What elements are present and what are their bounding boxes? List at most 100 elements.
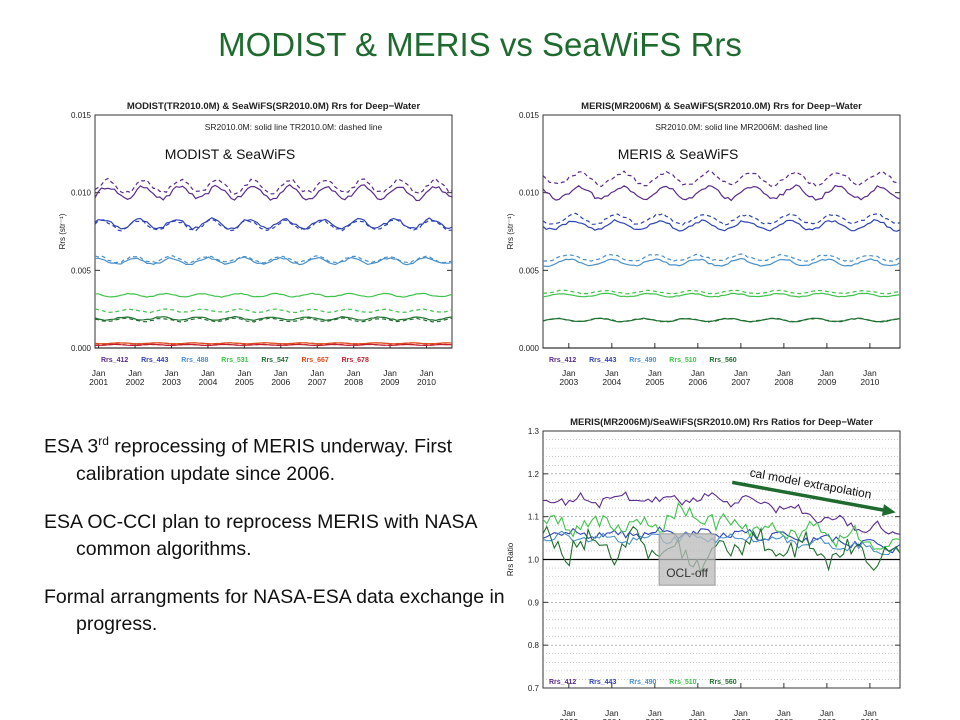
y-tick-label: 1.3 bbox=[528, 427, 540, 436]
series-line-rrs-510-dashed bbox=[542, 289, 901, 295]
legend-entry: Rrs_488 bbox=[181, 357, 208, 364]
x-tick-label: 2004 bbox=[602, 377, 621, 387]
modist-rrs-chart: MODIST(TR2010.0M) & SeaWiFS(SR2010.0M) R… bbox=[58, 101, 453, 387]
x-tick-label: 2005 bbox=[645, 377, 664, 387]
series-line-rrs-443-solid bbox=[94, 217, 453, 231]
series-line-rrs-490-solid bbox=[542, 257, 901, 268]
meris-rrs-chart: MERIS(MR2006M) & SeaWiFS(SR2010.0M) Rrs … bbox=[506, 101, 901, 387]
x-tick-label: 2010 bbox=[860, 377, 879, 387]
series-line-rrs-510 bbox=[542, 502, 901, 550]
y-tick-label: 0.010 bbox=[71, 189, 92, 198]
legend-entry: Rrs_547 bbox=[261, 357, 288, 364]
x-tick-label: 2006 bbox=[688, 717, 707, 720]
series-line-rrs-412-dashed bbox=[542, 170, 901, 188]
chart-subtitle: SR2010.0M: solid line TR2010.0M: dashed … bbox=[205, 122, 383, 132]
series-line-rrs-412-dashed bbox=[94, 177, 453, 195]
bullet-item: ESA OC-CCI plan to reprocess MERIS with … bbox=[44, 509, 514, 563]
x-tick-label: 2001 bbox=[89, 377, 108, 387]
x-tick-label: Jan bbox=[605, 708, 619, 718]
x-tick-label: Jan bbox=[562, 708, 576, 718]
x-tick-label: Jan bbox=[734, 708, 748, 718]
x-tick-label: 2002 bbox=[126, 377, 145, 387]
legend-entry: Rrs_667 bbox=[302, 357, 329, 364]
bullet-text: Formal arrangments for NASA-ESA data exc… bbox=[44, 585, 505, 635]
x-tick-label: Jan bbox=[201, 368, 215, 378]
x-tick-label: 2009 bbox=[817, 717, 836, 720]
chart-subtitle: SR2010.0M: solid line MR2006M: dashed li… bbox=[655, 122, 828, 132]
ratio-chart: MERIS(MR2006M)/SeaWiFS(SR2010.0M) Rrs Ra… bbox=[506, 417, 901, 720]
x-tick-label: Jan bbox=[820, 368, 834, 378]
x-tick-label: Jan bbox=[777, 368, 791, 378]
ocl-off-box bbox=[658, 533, 716, 586]
x-tick-label: Jan bbox=[237, 368, 251, 378]
legend-entry: Rrs_510 bbox=[669, 357, 696, 364]
legend-entry: Rrs_443 bbox=[589, 679, 616, 686]
legend-entry: Rrs_510 bbox=[669, 679, 696, 686]
bullet-list: ESA 3rd reprocessing of MERIS underway. … bbox=[44, 428, 514, 659]
legend-entry: Rrs_443 bbox=[141, 357, 168, 364]
y-tick-label: 0.8 bbox=[528, 641, 540, 650]
x-tick-label: 2007 bbox=[308, 377, 327, 387]
legend-entry: Rrs_412 bbox=[549, 357, 576, 364]
x-tick-label: 2009 bbox=[381, 377, 400, 387]
x-tick-label: 2009 bbox=[817, 377, 836, 387]
series-line-rrs-560-dashed bbox=[542, 317, 901, 323]
y-tick-label: 0.000 bbox=[71, 344, 92, 353]
y-tick-label: 1.0 bbox=[528, 556, 540, 565]
series-line-rrs-547-solid bbox=[94, 315, 453, 322]
x-tick-label: 2005 bbox=[235, 377, 254, 387]
bullet-superscript: rd bbox=[98, 434, 109, 448]
legend-entry: Rrs_490 bbox=[629, 679, 656, 686]
x-tick-label: Jan bbox=[648, 708, 662, 718]
series-line-rrs-443 bbox=[542, 526, 901, 554]
legend-entry: Rrs_560 bbox=[709, 357, 736, 364]
x-tick-label: Jan bbox=[383, 368, 397, 378]
legend-entry: Rrs_678 bbox=[342, 357, 369, 364]
x-tick-label: 2007 bbox=[731, 717, 750, 720]
x-tick-label: 2004 bbox=[198, 377, 217, 387]
y-tick-label: 0.7 bbox=[528, 684, 540, 693]
legend-entry: Rrs_412 bbox=[549, 679, 576, 686]
y-tick-label: 0.010 bbox=[519, 189, 540, 198]
x-tick-label: Jan bbox=[347, 368, 361, 378]
x-tick-label: Jan bbox=[310, 368, 324, 378]
x-tick-label: Jan bbox=[863, 708, 877, 718]
x-tick-label: Jan bbox=[863, 368, 877, 378]
extrapolation-arrow bbox=[731, 480, 886, 513]
x-tick-label: Jan bbox=[165, 368, 179, 378]
x-tick-label: Jan bbox=[777, 708, 791, 718]
series-line-rrs-412-solid bbox=[542, 184, 901, 202]
x-tick-label: 2010 bbox=[860, 717, 879, 720]
bullet-text: ESA OC-CCI plan to reprocess MERIS with … bbox=[44, 510, 477, 560]
x-tick-label: Jan bbox=[691, 708, 705, 718]
x-tick-label: 2010 bbox=[417, 377, 436, 387]
x-tick-label: 2003 bbox=[559, 377, 578, 387]
y-tick-label: 1.2 bbox=[528, 470, 540, 479]
y-tick-label: 0.015 bbox=[71, 111, 92, 120]
series-line-rrs-560-solid bbox=[542, 317, 901, 323]
x-tick-label: 2004 bbox=[602, 717, 621, 720]
x-tick-label: Jan bbox=[274, 368, 288, 378]
series-line-rrs-667-dashed bbox=[94, 342, 452, 345]
chart-title: MODIST(TR2010.0M) & SeaWiFS(SR2010.0M) R… bbox=[127, 101, 421, 112]
x-tick-label: 2005 bbox=[645, 717, 664, 720]
y-tick-label: 1.1 bbox=[528, 513, 540, 522]
legend-entry: Rrs_531 bbox=[221, 357, 248, 364]
bullet-item: ESA 3rd reprocessing of MERIS underway. … bbox=[44, 428, 514, 488]
series-line-rrs-547-dashed bbox=[94, 317, 453, 323]
legend-entry: Rrs_412 bbox=[101, 357, 128, 364]
y-tick-label: 0.9 bbox=[528, 598, 540, 607]
x-tick-label: Jan bbox=[420, 368, 434, 378]
legend-entry: Rrs_560 bbox=[709, 679, 736, 686]
ocl-off-label: OCL-off bbox=[666, 566, 708, 580]
bullet-item: Formal arrangments for NASA-ESA data exc… bbox=[44, 584, 514, 638]
x-tick-label: Jan bbox=[605, 368, 619, 378]
series-line-rrs-560 bbox=[542, 525, 901, 574]
bullet-text: ESA 3 bbox=[44, 435, 99, 458]
x-tick-label: 2006 bbox=[688, 377, 707, 387]
y-tick-label: 0.005 bbox=[519, 266, 540, 275]
chart-title: MERIS(MR2006M) & SeaWiFS(SR2010.0M) Rrs … bbox=[581, 101, 862, 112]
y-axis-label: Rrs Ratio bbox=[506, 542, 515, 576]
y-tick-label: 0.005 bbox=[71, 266, 92, 275]
series-line-rrs-490 bbox=[542, 530, 901, 556]
